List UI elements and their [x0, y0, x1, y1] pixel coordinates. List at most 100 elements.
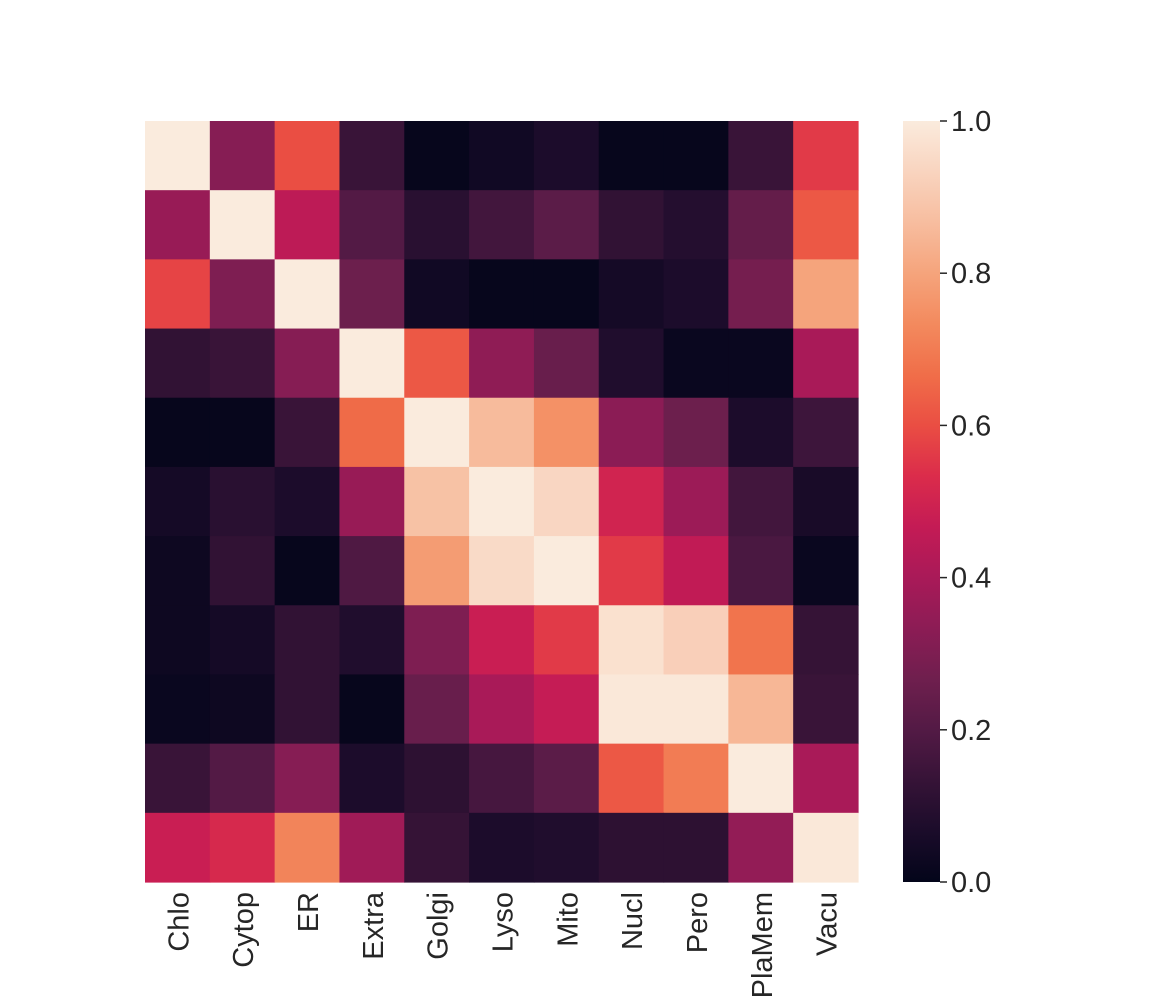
heatmap-cell-lyso-plamem — [728, 466, 794, 537]
heatmap-cell-extra-cytop — [209, 328, 276, 399]
x-tick-label-lyso: Lyso — [488, 892, 520, 952]
heatmap-cell-plamem-er — [274, 743, 341, 814]
heatmap-cell-lyso-er — [274, 466, 341, 537]
heatmap-cell-vacu-vacu — [793, 812, 859, 883]
heatmap-cell-plamem-pero — [663, 743, 729, 814]
heatmap-cell-vacu-lyso — [469, 812, 535, 883]
heatmap-cell-extra-extra — [339, 328, 405, 399]
heatmap-cell-mito-mito — [533, 536, 600, 606]
heatmap-cell-chlo-chlo — [145, 121, 211, 191]
heatmap-cell-golgi-nucl — [598, 397, 665, 468]
heatmap-cell-nucl-nucl — [598, 605, 665, 676]
heatmap-cell-cytop-golgi — [404, 190, 470, 260]
heatmap-cell-mito-nucl — [598, 536, 665, 606]
heatmap-cell-er-vacu — [793, 259, 859, 330]
heatmap-cell-lyso-cytop — [209, 466, 276, 537]
heatmap-cell-nucl-plamem — [728, 605, 794, 676]
heatmap-cell-pero-pero — [663, 674, 729, 745]
heatmap-cell-golgi-chlo — [145, 397, 211, 468]
heatmap-cell-mito-pero — [663, 536, 729, 606]
colorbar-tick-label: 0.8 — [951, 258, 991, 290]
heatmap-cell-plamem-nucl — [598, 743, 665, 814]
heatmap-cell-chlo-mito — [533, 121, 600, 191]
heatmap-cell-pero-plamem — [728, 674, 794, 745]
heatmap-cell-golgi-vacu — [793, 397, 859, 468]
x-tick-label-vacu: Vacu — [812, 892, 844, 956]
heatmap-cell-vacu-nucl — [598, 812, 665, 883]
heatmap-cell-extra-plamem — [728, 328, 794, 399]
heatmap-cell-er-nucl — [598, 259, 665, 330]
heatmap-cell-lyso-chlo — [145, 466, 211, 537]
heatmap-cell-nucl-extra — [339, 605, 405, 676]
heatmap-cell-nucl-pero — [663, 605, 729, 676]
heatmap-cell-lyso-golgi — [404, 466, 470, 537]
heatmap-cell-chlo-vacu — [793, 121, 859, 191]
heatmap-cell-chlo-er — [274, 121, 341, 191]
colorbar-tick-label: 0.0 — [951, 867, 991, 899]
heatmap-cell-lyso-lyso — [469, 466, 535, 537]
heatmap-cell-er-lyso — [469, 259, 535, 330]
heatmap-cell-pero-cytop — [209, 674, 276, 745]
heatmap-cell-pero-chlo — [145, 674, 211, 745]
heatmap-cell-pero-nucl — [598, 674, 665, 745]
heatmap-cell-mito-plamem — [728, 536, 794, 606]
heatmap-cell-er-plamem — [728, 259, 794, 330]
heatmap-cell-nucl-cytop — [209, 605, 276, 676]
x-tick-labels: Chlo Cytop ER Extra Golgi Lyso Mito Nucl Pero Pla… — [163, 891, 843, 998]
heatmap-cell-chlo-cytop — [209, 121, 276, 191]
heatmap-cell-lyso-extra — [339, 466, 405, 537]
heatmap-cell-lyso-pero — [663, 466, 729, 537]
colorbar-tick-label: 0.2 — [951, 715, 991, 747]
heatmap-cell-plamem-lyso — [469, 743, 535, 814]
heatmap-cell-golgi-plamem — [728, 397, 794, 468]
heatmap-cell-nucl-golgi — [404, 605, 470, 676]
heatmap-cell-nucl-lyso — [469, 605, 535, 676]
heatmap-cell-nucl-vacu — [793, 605, 859, 676]
heatmap-cell-chlo-nucl — [598, 121, 665, 191]
heatmap-cell-lyso-mito — [533, 466, 600, 537]
heatmap-cell-cytop-lyso — [469, 190, 535, 260]
heatmap-cell-er-mito — [533, 259, 600, 330]
heatmap-cell-golgi-cytop — [209, 397, 276, 468]
heatmap-cell-extra-lyso — [469, 328, 535, 399]
heatmap-cell-cytop-cytop — [209, 190, 276, 260]
heatmap-cell-nucl-er — [274, 605, 341, 676]
heatmap-cell-chlo-golgi — [404, 121, 470, 191]
heatmap-cell-golgi-er — [274, 397, 341, 468]
heatmap-cell-chlo-extra — [339, 121, 405, 191]
heatmap-cell-mito-er — [274, 536, 341, 606]
heatmap-cell-pero-extra — [339, 674, 405, 745]
heatmap-cell-chlo-lyso — [469, 121, 535, 191]
heatmap-cell-golgi-mito — [533, 397, 600, 468]
colorbar-tick-label: 0.6 — [951, 410, 991, 442]
x-tick-label-er: ER — [293, 892, 325, 932]
heatmap-cell-cytop-nucl — [598, 190, 665, 260]
x-tick-label-chlo: Chlo — [163, 892, 195, 952]
heatmap-cell-chlo-pero — [663, 121, 729, 191]
heatmap-cell-plamem-cytop — [209, 743, 276, 814]
heatmap-cell-nucl-chlo — [145, 605, 211, 676]
heatmap-cell-vacu-cytop — [209, 812, 276, 883]
x-tick-label-pero: Pero — [682, 892, 714, 953]
heatmap-cell-vacu-er — [274, 812, 341, 883]
heatmap-cell-er-extra — [339, 259, 405, 330]
colorbar-tick-label: 1.0 — [951, 106, 991, 138]
heatmap-cell-vacu-pero — [663, 812, 729, 883]
heatmap-cell-vacu-plamem — [728, 812, 794, 883]
heatmap-cells — [145, 121, 859, 883]
heatmap-cell-vacu-golgi — [404, 812, 470, 883]
heatmap-cell-er-pero — [663, 259, 729, 330]
heatmap-cell-mito-extra — [339, 536, 405, 606]
heatmap-cell-golgi-lyso — [469, 397, 535, 468]
heatmap-cell-golgi-extra — [339, 397, 405, 468]
heatmap-cell-er-chlo — [145, 259, 211, 330]
heatmap-cell-vacu-extra — [339, 812, 405, 883]
heatmap-cell-cytop-pero — [663, 190, 729, 260]
heatmap-cell-plamem-vacu — [793, 743, 859, 814]
heatmap-cell-lyso-vacu — [793, 466, 859, 537]
heatmap-cell-cytop-plamem — [728, 190, 794, 260]
heatmap-cell-golgi-golgi — [404, 397, 470, 468]
heatmap-cell-extra-vacu — [793, 328, 859, 399]
heatmap-cell-cytop-chlo — [145, 190, 211, 260]
